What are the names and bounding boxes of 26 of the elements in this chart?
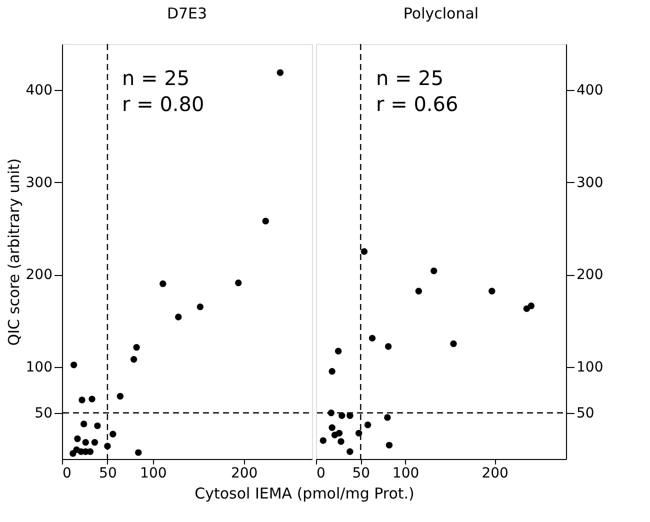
x-tick-label: 50 (352, 466, 370, 482)
x-tick-label: 100 (392, 466, 420, 482)
y-tick-label: 100 (26, 359, 52, 376)
y-tick-label: 200 (576, 267, 604, 284)
annotation: r = 0.80 (122, 92, 204, 116)
y-tick-label: 300 (576, 174, 604, 191)
x-tick-label: 50 (99, 466, 117, 482)
annotation: r = 0.66 (376, 92, 458, 116)
y-tick-label: 400 (576, 82, 604, 99)
annotation: n = 25 (122, 66, 190, 90)
chart-title: D7E3 (166, 4, 208, 22)
x-tick-label: 200 (482, 466, 508, 482)
x-tick-label: 200 (230, 466, 258, 482)
y-tick-label: 50 (34, 405, 52, 422)
x-tick-label: 0 (62, 466, 72, 482)
x-tick-label: 0 (316, 466, 326, 482)
y-tick-label: 300 (26, 174, 52, 191)
x-axis-title: Cytosol IEMA (pmol/mg Prot.) (194, 484, 414, 502)
y-tick-label: 200 (26, 267, 52, 284)
annotation: n = 25 (376, 66, 444, 90)
y-tick-label: 400 (26, 82, 52, 99)
y-tick-label: 50 (576, 405, 594, 422)
y-tick-label: 100 (576, 359, 604, 376)
x-tick-label: 100 (140, 466, 167, 482)
chart-title: Polyclonal (403, 4, 479, 22)
y-axis-title: QIC score (arbitrary unit) (4, 158, 23, 346)
